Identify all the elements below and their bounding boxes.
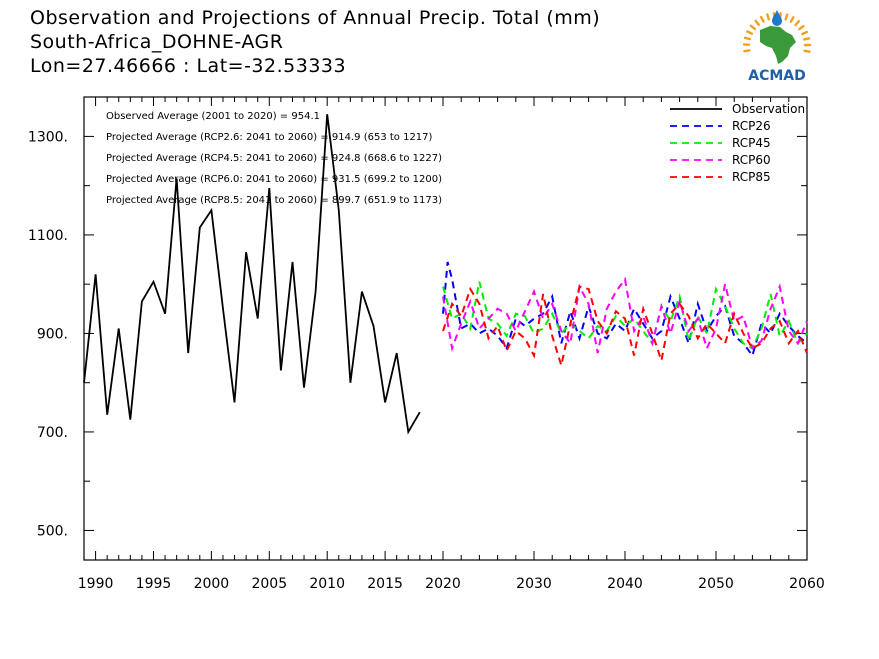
sun-rays-icon	[742, 11, 812, 53]
sun-ray	[803, 49, 811, 53]
x-tick-label: 2060	[789, 576, 825, 592]
sun-ray	[794, 20, 801, 27]
series-rcp45	[442, 281, 808, 350]
x-tick-label: 2015	[367, 576, 403, 592]
sun-ray	[803, 37, 811, 41]
stats-line: Projected Average (RCP6.0: 2041 to 2060)…	[106, 174, 442, 185]
sun-ray	[784, 13, 789, 21]
water-drop-icon	[772, 10, 782, 26]
sun-ray	[743, 49, 751, 53]
y-tick-label: 1300.	[28, 129, 68, 145]
x-tick-label: 1995	[136, 576, 172, 592]
x-tick-label: 2020	[425, 576, 461, 592]
sun-ray	[798, 24, 805, 31]
x-tick-label: 2000	[194, 576, 230, 592]
stats-line: Projected Average (RCP8.5: 2041 to 2060)…	[106, 195, 442, 206]
plot-area	[83, 96, 808, 561]
series-rcp60	[442, 276, 808, 354]
y-tick-label: 1100.	[28, 228, 68, 244]
series-observation	[83, 114, 421, 435]
plot-border	[83, 96, 808, 561]
stats-annotations: Observed Average (2001 to 2020) = 954.1 P…	[106, 111, 442, 206]
stats-line: Projected Average (RCP4.5: 2041 to 2060)…	[106, 153, 442, 164]
legend-label: Observation	[732, 102, 805, 116]
x-tick-label: 2050	[698, 576, 734, 592]
sun-ray	[743, 36, 752, 41]
sun-ray	[754, 19, 761, 26]
sun-ray	[749, 24, 757, 31]
y-tick-label: 900.	[37, 326, 68, 342]
station-coords: Lon=27.46666 : Lat=-32.53333	[30, 55, 347, 77]
x-tick-label: 1990	[78, 576, 114, 592]
legend-label: RCP60	[732, 153, 771, 167]
x-tick-label: 2030	[516, 576, 552, 592]
x-axis-labels: 1990 1995 2000 2005 2010 2015 2020 2030 2040 2050…	[78, 576, 825, 592]
y-axis-labels: 500. 700. 900. 1100. 1300.	[28, 129, 68, 539]
acmad-logo: ACMAD	[742, 10, 812, 84]
stats-line: Projected Average (RCP2.6: 2041 to 2060)…	[106, 132, 433, 143]
africa-map-icon	[760, 26, 796, 64]
axis-ticks	[84, 97, 808, 560]
sun-ray	[759, 15, 765, 23]
series-lines	[83, 114, 808, 435]
station-name: South-Africa_DOHNE-AGR	[30, 31, 284, 53]
stats-line: Observed Average (2001 to 2020) = 954.1	[106, 111, 320, 122]
legend-label: RCP45	[732, 136, 771, 150]
x-tick-label: 2005	[251, 576, 287, 592]
logo-text: ACMAD	[748, 68, 806, 84]
chart-title: Observation and Projections of Annual Pr…	[30, 7, 601, 29]
legend-label: RCP85	[732, 170, 771, 184]
y-tick-label: 500.	[37, 523, 68, 539]
x-tick-label: 2040	[607, 576, 643, 592]
sun-ray	[766, 13, 770, 21]
legend: Observation RCP26 RCP45 RCP60 RCP85	[670, 102, 805, 184]
series-rcp85	[442, 285, 808, 370]
sun-ray	[746, 30, 754, 35]
y-tick-label: 700.	[37, 425, 68, 441]
chart-header: Observation and Projections of Annual Pr…	[30, 6, 600, 78]
sun-ray	[801, 30, 809, 36]
sun-ray	[789, 16, 795, 23]
legend-label: RCP26	[732, 119, 771, 133]
x-tick-label: 2010	[309, 576, 345, 592]
